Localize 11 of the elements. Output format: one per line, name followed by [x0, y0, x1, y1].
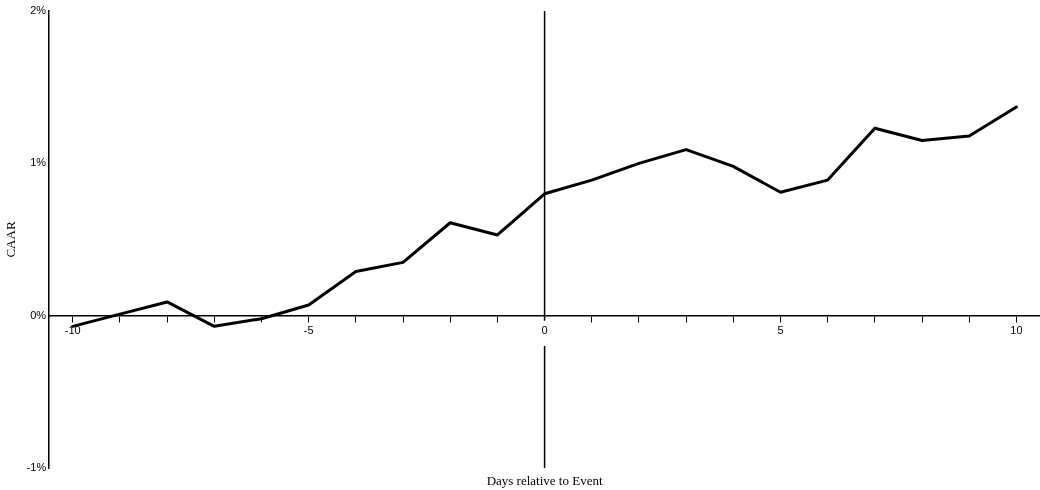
x-tick-label: 0	[541, 324, 548, 337]
x-axis-title: Days relative to Event	[486, 472, 603, 488]
x-tick-label: -5	[303, 324, 314, 337]
y-tick-label: 1%	[30, 156, 47, 169]
x-tick-label: 10	[1010, 324, 1023, 337]
x-tick-label: -10	[64, 324, 81, 337]
y-tick-label: 0%	[30, 308, 47, 321]
x-tick-label: 5	[777, 324, 784, 337]
y-tick-label: 2%	[30, 4, 47, 17]
y-tick-label: -1%	[26, 461, 47, 474]
y-axis-title: CAAR	[3, 221, 19, 258]
